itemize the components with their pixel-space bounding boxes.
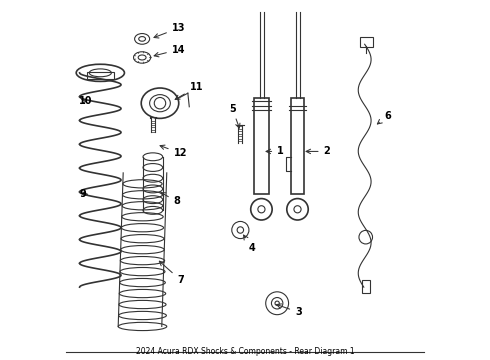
- Text: 8: 8: [161, 193, 180, 206]
- Bar: [254, 98, 269, 194]
- FancyBboxPatch shape: [360, 37, 373, 47]
- Text: 1: 1: [266, 147, 284, 157]
- Text: 12: 12: [160, 145, 187, 158]
- Text: 5: 5: [229, 104, 240, 128]
- Text: 13: 13: [154, 23, 185, 38]
- FancyBboxPatch shape: [362, 280, 370, 293]
- Text: 10: 10: [79, 96, 93, 107]
- Text: 6: 6: [377, 111, 391, 124]
- Text: 11: 11: [175, 82, 203, 99]
- Text: 14: 14: [154, 45, 185, 57]
- Text: 4: 4: [244, 235, 255, 253]
- Bar: [291, 98, 304, 194]
- Bar: [87, 72, 114, 78]
- Text: 3: 3: [276, 304, 302, 317]
- Text: 2: 2: [306, 147, 330, 157]
- Text: 2024 Acura RDX Shocks & Components - Rear Diagram 1: 2024 Acura RDX Shocks & Components - Rea…: [136, 347, 354, 356]
- Text: 7: 7: [159, 261, 184, 285]
- Text: 9: 9: [80, 189, 87, 199]
